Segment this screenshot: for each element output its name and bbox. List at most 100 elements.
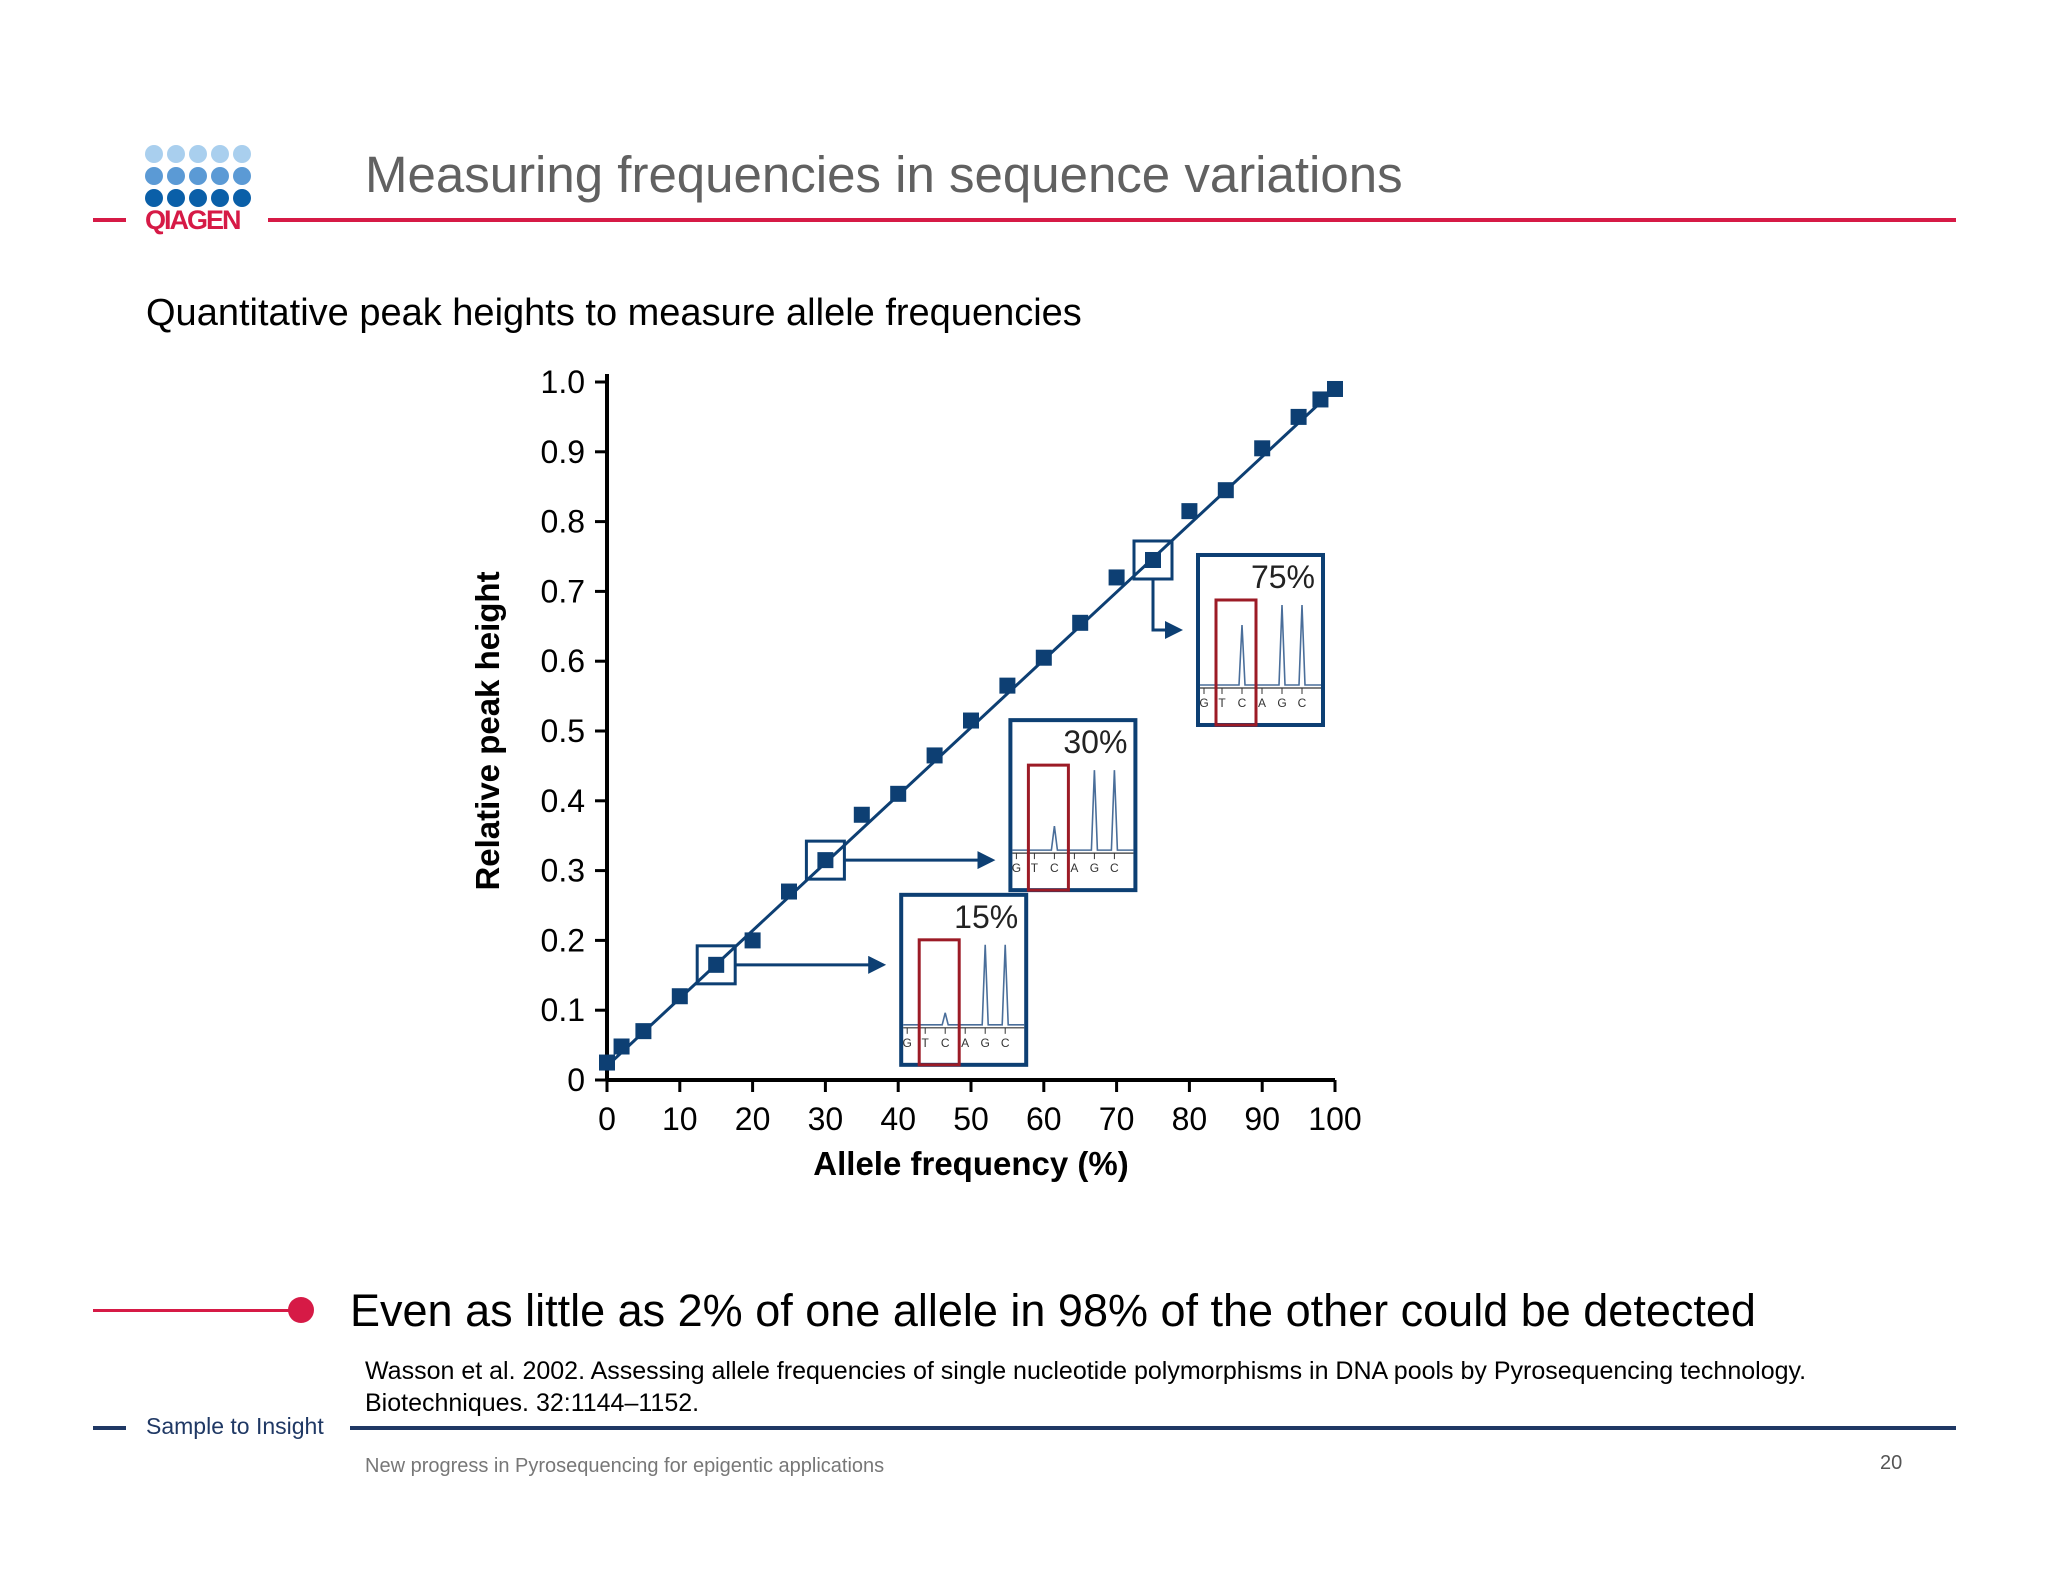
y-tick-label: 0.4 <box>541 783 585 819</box>
title-rule-left <box>93 218 126 222</box>
callout-arrow <box>1151 578 1183 639</box>
base-label: T <box>1218 696 1226 710</box>
x-tick-label: 100 <box>1308 1101 1361 1137</box>
base-label: A <box>961 1036 969 1050</box>
base-label: T <box>1031 861 1039 875</box>
logo-dot <box>189 189 207 207</box>
data-point <box>1327 380 1343 397</box>
x-tick-label: 30 <box>808 1101 844 1137</box>
y-tick-label: 0.1 <box>541 992 585 1028</box>
base-label: G <box>1277 696 1286 710</box>
data-point <box>890 785 907 802</box>
bullet-dot <box>288 1297 314 1323</box>
pyrogram-inset: 30%G T C A G C <box>1008 718 1138 893</box>
footer-text: New progress in Pyrosequencing for epige… <box>365 1455 885 1477</box>
x-tick-label: 20 <box>735 1101 771 1137</box>
highlight-box <box>1132 539 1174 581</box>
logo-dot <box>233 145 251 163</box>
y-tick-label: 0.9 <box>541 434 585 470</box>
inset-highlight-window <box>1214 598 1258 727</box>
base-label: G <box>903 1036 912 1050</box>
logo-dot <box>211 189 229 207</box>
data-point <box>1035 649 1052 666</box>
inset-percent-label: 75% <box>1251 559 1315 595</box>
pyrogram-trace <box>1200 604 1321 686</box>
x-tick-label: 10 <box>662 1101 698 1137</box>
pyrogram-trace <box>1012 770 1134 851</box>
base-label: C <box>1110 861 1119 875</box>
y-tick-label: 0.3 <box>541 853 585 889</box>
base-label: G <box>1199 696 1208 710</box>
pyrogram-trace <box>903 944 1025 1026</box>
logo-dot <box>167 189 185 207</box>
base-label: C <box>1238 696 1247 710</box>
y-tick-label: 0 <box>567 1062 585 1098</box>
logo-dot <box>211 145 229 163</box>
page-title: Measuring frequencies in sequence variat… <box>365 146 1403 203</box>
logo-dot <box>189 167 207 185</box>
base-label: T <box>922 1036 930 1050</box>
y-tick-label: 0.2 <box>541 922 585 958</box>
y-tick-label: 0.8 <box>541 504 585 540</box>
data-point <box>708 956 725 973</box>
inset-frame <box>899 892 1029 1067</box>
logo-dot <box>167 145 185 163</box>
footer-rule-left <box>93 1426 126 1430</box>
bullet-rule <box>93 1309 293 1312</box>
base-label: G <box>1012 861 1021 875</box>
logo-dot <box>167 167 185 185</box>
x-axis-title: Allele frequency (%) <box>813 1145 1128 1182</box>
data-point <box>817 852 834 869</box>
y-tick-label: 1.0 <box>541 364 585 400</box>
base-label: C <box>1050 861 1059 875</box>
inset-frame <box>1008 718 1138 893</box>
logo-dot <box>211 167 229 185</box>
data-point <box>926 747 943 764</box>
base-label: G <box>1090 861 1099 875</box>
data-point <box>1312 391 1329 408</box>
data-point <box>781 883 797 900</box>
y-tick-label: 0.6 <box>541 643 585 679</box>
base-label: C <box>1001 1036 1010 1050</box>
y-tick-label: 0.5 <box>541 713 585 749</box>
data-point <box>1181 503 1198 520</box>
bullet-text: Even as little as 2% of one allele in 98… <box>350 1285 1756 1336</box>
data-point <box>613 1038 630 1055</box>
inset-highlight-window <box>1026 763 1070 892</box>
logo-dot-row <box>145 167 255 185</box>
base-label: C <box>1298 696 1307 710</box>
base-label: C <box>941 1036 950 1050</box>
x-tick-label: 40 <box>880 1101 916 1137</box>
logo-dot-row <box>145 145 255 163</box>
data-point <box>963 712 979 729</box>
title-rule <box>268 218 1956 222</box>
logo-dot <box>189 145 207 163</box>
data-point <box>599 1054 615 1071</box>
data-point <box>1254 440 1271 457</box>
inset-percent-label: 15% <box>954 899 1018 935</box>
base-label: A <box>1070 861 1078 875</box>
x-tick-label: 50 <box>953 1101 989 1137</box>
logo-dot <box>233 167 251 185</box>
x-tick-label: 90 <box>1244 1101 1280 1137</box>
logo-dot <box>145 145 163 163</box>
logo-dots <box>145 145 255 211</box>
tagline: Sample to Insight <box>146 1413 324 1439</box>
base-label: A <box>1258 696 1266 710</box>
data-point <box>635 1023 652 1040</box>
data-point <box>671 988 688 1005</box>
base-label: G <box>981 1036 990 1050</box>
x-tick-label: 60 <box>1026 1101 1062 1137</box>
logo-dot <box>233 189 251 207</box>
logo-dot <box>145 189 163 207</box>
y-tick-label: 0.7 <box>541 573 585 609</box>
logo: QIAGEN <box>145 205 242 235</box>
data-point <box>744 932 761 949</box>
inset-percent-label: 30% <box>1063 724 1127 760</box>
logo-dot-row <box>145 189 255 207</box>
y-axis-title: Relative peak height <box>469 571 506 890</box>
allele-frequency-chart: 0 0.1 0.2 0.3 0.4 0.5 0.6 0.7 0.8 0.9 1.0 0 10 20 30 40… <box>469 364 1362 1182</box>
pyrogram-inset: 15%G T C A G C <box>899 892 1029 1067</box>
reference-citation: Wasson et al. 2002. Assessing allele fre… <box>365 1357 1807 1417</box>
data-point <box>1290 408 1307 425</box>
